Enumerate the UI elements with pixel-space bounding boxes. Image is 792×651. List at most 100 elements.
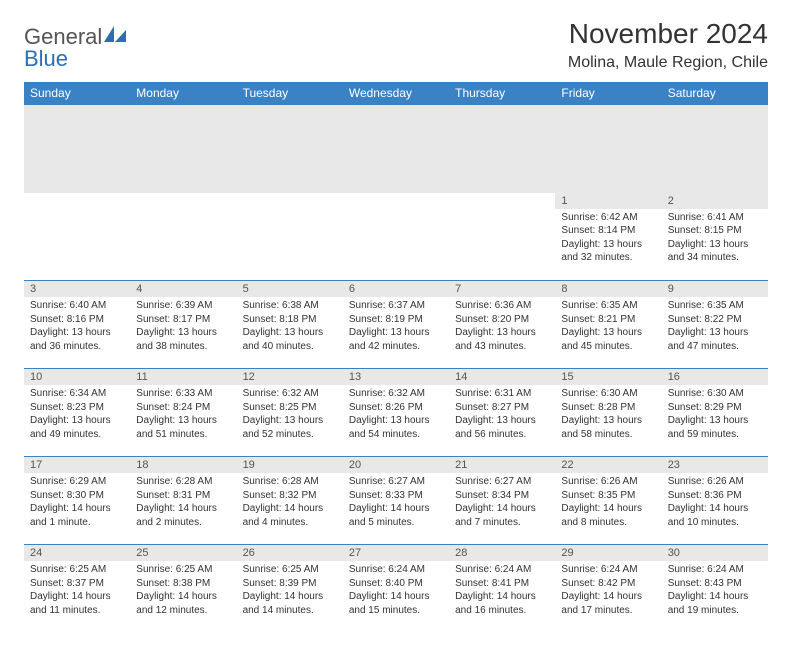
calendar-day-cell: 6Sunrise: 6:37 AMSunset: 8:19 PMDaylight… [343, 281, 449, 369]
daylight-line: Daylight: 13 hours and 49 minutes. [30, 414, 124, 441]
day-details: Sunrise: 6:24 AMSunset: 8:43 PMDaylight:… [662, 561, 768, 621]
calendar-day-cell [130, 193, 236, 281]
calendar-day-cell: 14Sunrise: 6:31 AMSunset: 8:27 PMDayligh… [449, 369, 555, 457]
daylight-line: Daylight: 13 hours and 36 minutes. [30, 326, 124, 353]
calendar-week-row: 24Sunrise: 6:25 AMSunset: 8:37 PMDayligh… [24, 545, 768, 633]
day-number: 12 [237, 369, 343, 385]
daylight-line: Daylight: 13 hours and 54 minutes. [349, 414, 443, 441]
calendar-day-cell: 18Sunrise: 6:28 AMSunset: 8:31 PMDayligh… [130, 457, 236, 545]
calendar-day-cell: 8Sunrise: 6:35 AMSunset: 8:21 PMDaylight… [555, 281, 661, 369]
day-details: Sunrise: 6:32 AMSunset: 8:25 PMDaylight:… [237, 385, 343, 445]
sunset-line: Sunset: 8:41 PM [455, 577, 549, 591]
sunrise-line: Sunrise: 6:36 AM [455, 299, 549, 313]
calendar-body: 1Sunrise: 6:42 AMSunset: 8:14 PMDaylight… [24, 193, 768, 633]
daylight-line: Daylight: 13 hours and 40 minutes. [243, 326, 337, 353]
day-details: Sunrise: 6:33 AMSunset: 8:24 PMDaylight:… [130, 385, 236, 445]
sunset-line: Sunset: 8:40 PM [349, 577, 443, 591]
sunrise-line: Sunrise: 6:24 AM [668, 563, 762, 577]
sunset-line: Sunset: 8:18 PM [243, 313, 337, 327]
weekday-header: Tuesday [237, 82, 343, 105]
day-number: 1 [555, 193, 661, 209]
sunrise-line: Sunrise: 6:28 AM [243, 475, 337, 489]
calendar-day-cell: 20Sunrise: 6:27 AMSunset: 8:33 PMDayligh… [343, 457, 449, 545]
sunset-line: Sunset: 8:27 PM [455, 401, 549, 415]
day-details: Sunrise: 6:38 AMSunset: 8:18 PMDaylight:… [237, 297, 343, 357]
daylight-line: Daylight: 13 hours and 45 minutes. [561, 326, 655, 353]
daylight-line: Daylight: 14 hours and 1 minute. [30, 502, 124, 529]
sunrise-line: Sunrise: 6:28 AM [136, 475, 230, 489]
day-details: Sunrise: 6:37 AMSunset: 8:19 PMDaylight:… [343, 297, 449, 357]
day-number: 24 [24, 545, 130, 561]
calendar-week-row: 1Sunrise: 6:42 AMSunset: 8:14 PMDaylight… [24, 193, 768, 281]
weekday-header: Wednesday [343, 82, 449, 105]
calendar-day-cell: 23Sunrise: 6:26 AMSunset: 8:36 PMDayligh… [662, 457, 768, 545]
logo-sail-icon [104, 26, 126, 48]
sunset-line: Sunset: 8:43 PM [668, 577, 762, 591]
day-details: Sunrise: 6:39 AMSunset: 8:17 PMDaylight:… [130, 297, 236, 357]
day-number: 16 [662, 369, 768, 385]
sunrise-line: Sunrise: 6:24 AM [455, 563, 549, 577]
day-details: Sunrise: 6:28 AMSunset: 8:31 PMDaylight:… [130, 473, 236, 533]
sunset-line: Sunset: 8:23 PM [30, 401, 124, 415]
daylight-line: Daylight: 13 hours and 59 minutes. [668, 414, 762, 441]
daylight-line: Daylight: 13 hours and 58 minutes. [561, 414, 655, 441]
calendar-day-cell: 17Sunrise: 6:29 AMSunset: 8:30 PMDayligh… [24, 457, 130, 545]
weekday-header: Saturday [662, 82, 768, 105]
day-details: Sunrise: 6:28 AMSunset: 8:32 PMDaylight:… [237, 473, 343, 533]
sunset-line: Sunset: 8:30 PM [30, 489, 124, 503]
sunrise-line: Sunrise: 6:25 AM [30, 563, 124, 577]
day-details: Sunrise: 6:24 AMSunset: 8:41 PMDaylight:… [449, 561, 555, 621]
day-details: Sunrise: 6:31 AMSunset: 8:27 PMDaylight:… [449, 385, 555, 445]
day-number: 20 [343, 457, 449, 473]
day-details: Sunrise: 6:30 AMSunset: 8:28 PMDaylight:… [555, 385, 661, 445]
month-title: November 2024 [568, 18, 768, 50]
sunrise-line: Sunrise: 6:29 AM [30, 475, 124, 489]
daylight-line: Daylight: 14 hours and 15 minutes. [349, 590, 443, 617]
logo-text: General Blue [24, 26, 126, 70]
day-details: Sunrise: 6:35 AMSunset: 8:22 PMDaylight:… [662, 297, 768, 357]
calendar-page: General Blue November 2024 Molina, Maule… [0, 0, 792, 651]
calendar-day-cell: 7Sunrise: 6:36 AMSunset: 8:20 PMDaylight… [449, 281, 555, 369]
calendar-day-cell: 10Sunrise: 6:34 AMSunset: 8:23 PMDayligh… [24, 369, 130, 457]
day-number: 15 [555, 369, 661, 385]
day-number: 30 [662, 545, 768, 561]
sunset-line: Sunset: 8:15 PM [668, 224, 762, 238]
header-spacer-row [24, 105, 768, 193]
sunset-line: Sunset: 8:21 PM [561, 313, 655, 327]
calendar-day-cell: 24Sunrise: 6:25 AMSunset: 8:37 PMDayligh… [24, 545, 130, 633]
day-details: Sunrise: 6:27 AMSunset: 8:33 PMDaylight:… [343, 473, 449, 533]
calendar-day-cell: 11Sunrise: 6:33 AMSunset: 8:24 PMDayligh… [130, 369, 236, 457]
sunrise-line: Sunrise: 6:40 AM [30, 299, 124, 313]
daylight-line: Daylight: 13 hours and 32 minutes. [561, 238, 655, 265]
day-number: 25 [130, 545, 236, 561]
day-number: 8 [555, 281, 661, 297]
day-details: Sunrise: 6:30 AMSunset: 8:29 PMDaylight:… [662, 385, 768, 445]
sunrise-line: Sunrise: 6:38 AM [243, 299, 337, 313]
sunset-line: Sunset: 8:24 PM [136, 401, 230, 415]
calendar-day-cell: 25Sunrise: 6:25 AMSunset: 8:38 PMDayligh… [130, 545, 236, 633]
day-details: Sunrise: 6:26 AMSunset: 8:36 PMDaylight:… [662, 473, 768, 533]
sunrise-line: Sunrise: 6:41 AM [668, 211, 762, 225]
day-number: 3 [24, 281, 130, 297]
daylight-line: Daylight: 13 hours and 47 minutes. [668, 326, 762, 353]
sunrise-line: Sunrise: 6:32 AM [243, 387, 337, 401]
sunset-line: Sunset: 8:31 PM [136, 489, 230, 503]
calendar-day-cell: 22Sunrise: 6:26 AMSunset: 8:35 PMDayligh… [555, 457, 661, 545]
sunset-line: Sunset: 8:32 PM [243, 489, 337, 503]
day-details: Sunrise: 6:27 AMSunset: 8:34 PMDaylight:… [449, 473, 555, 533]
day-number: 23 [662, 457, 768, 473]
weekday-header: Friday [555, 82, 661, 105]
page-header: General Blue November 2024 Molina, Maule… [24, 18, 768, 72]
calendar-day-cell: 9Sunrise: 6:35 AMSunset: 8:22 PMDaylight… [662, 281, 768, 369]
daylight-line: Daylight: 14 hours and 19 minutes. [668, 590, 762, 617]
day-details: Sunrise: 6:25 AMSunset: 8:37 PMDaylight:… [24, 561, 130, 621]
calendar-week-row: 17Sunrise: 6:29 AMSunset: 8:30 PMDayligh… [24, 457, 768, 545]
sunrise-line: Sunrise: 6:42 AM [561, 211, 655, 225]
sunrise-line: Sunrise: 6:27 AM [455, 475, 549, 489]
daylight-line: Daylight: 14 hours and 5 minutes. [349, 502, 443, 529]
day-number: 9 [662, 281, 768, 297]
sunset-line: Sunset: 8:20 PM [455, 313, 549, 327]
calendar-day-cell [343, 193, 449, 281]
calendar-day-cell: 21Sunrise: 6:27 AMSunset: 8:34 PMDayligh… [449, 457, 555, 545]
sunset-line: Sunset: 8:37 PM [30, 577, 124, 591]
